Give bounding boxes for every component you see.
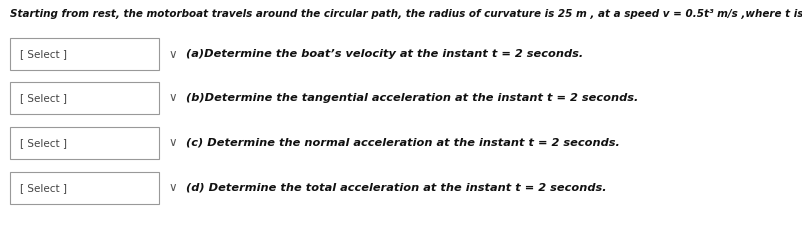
Text: (d) Determine the total acceleration at the instant t = 2 seconds.: (d) Determine the total acceleration at … [186, 183, 606, 193]
Text: ∨: ∨ [168, 91, 176, 104]
Text: ∨: ∨ [168, 136, 176, 149]
Text: (c) Determine the normal acceleration at the instant t = 2 seconds.: (c) Determine the normal acceleration at… [186, 138, 619, 148]
FancyBboxPatch shape [10, 126, 159, 159]
Text: (b)Determine the tangential acceleration at the instant t = 2 seconds.: (b)Determine the tangential acceleration… [186, 93, 638, 103]
Text: [ Select ]: [ Select ] [20, 138, 67, 148]
Text: Starting from rest, the motorboat travels around the circular path, the radius o: Starting from rest, the motorboat travel… [10, 9, 802, 19]
FancyBboxPatch shape [10, 171, 159, 204]
Text: [ Select ]: [ Select ] [20, 183, 67, 193]
Text: (a)Determine the boat’s velocity at the instant t = 2 seconds.: (a)Determine the boat’s velocity at the … [186, 49, 583, 59]
FancyBboxPatch shape [10, 38, 159, 70]
Text: [ Select ]: [ Select ] [20, 93, 67, 103]
FancyBboxPatch shape [10, 82, 159, 114]
Text: ∨: ∨ [168, 181, 176, 194]
Text: [ Select ]: [ Select ] [20, 49, 67, 59]
Text: ∨: ∨ [168, 47, 176, 61]
